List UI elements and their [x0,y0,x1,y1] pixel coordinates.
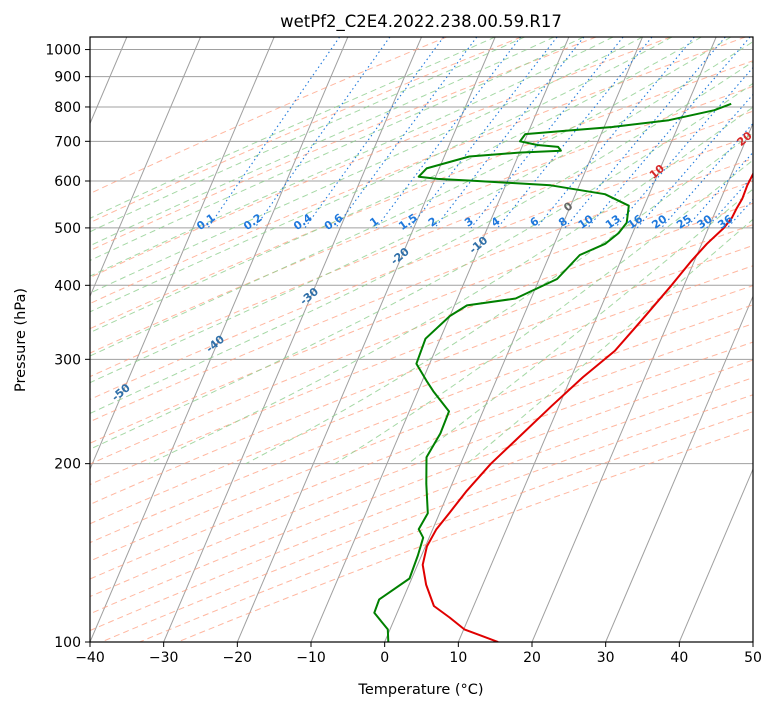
x-tick-label: 0 [380,650,389,666]
isotherm-line [90,37,201,298]
mixing-ratio-line [587,37,751,229]
isotherm-line [90,37,275,471]
moist-adiabat-line [407,188,753,465]
y-tick-label: 700 [54,134,81,150]
dry-adiabat-line [90,341,753,598]
x-tick-label: −40 [75,650,105,666]
profile-lines-layer [373,102,753,642]
dry-adiabat-line [90,37,746,305]
y-tick-label: 900 [54,70,81,86]
y-tick-label: 300 [54,352,81,368]
dry-adiabat-line [90,265,753,525]
dry-adiabat-line [90,134,753,401]
mixing-ratio-line [470,37,624,229]
mixing-ratio-line [434,37,585,229]
chart-title: wetPf2_C2E4.2022.238.00.59.R17 [280,12,562,32]
dry-adiabat-line [90,60,753,330]
y-tick-label: 600 [54,174,81,190]
dry-adiabat-line [90,359,753,615]
y-tick-label: 200 [54,457,81,473]
x-tick-label: 40 [670,650,688,666]
dry-adiabat-line [177,427,753,642]
moist-adiabat-line [90,37,673,313]
isotherm-line [236,37,496,642]
temperature-profile-line [421,171,753,642]
isotherm-line [457,37,717,642]
y-tick-label: 100 [54,635,81,651]
moist-adiabat-line [90,37,584,262]
dry-adiabat-line [139,411,753,642]
reference-lines-layer [90,37,753,642]
dry-adiabat-label: 20 [735,129,755,149]
dry-adiabat-line [90,85,753,354]
moist-adiabat-line [466,218,753,465]
x-tick-label: 20 [523,650,541,666]
dry-adiabat-line [90,285,753,544]
moist-adiabat-line [334,159,753,465]
plot-frame [89,36,754,643]
dry-adiabat-line [90,224,753,486]
mixing-ratio-line [207,37,341,229]
dry-adiabat-line [90,377,753,632]
x-tick-label: 10 [449,650,467,666]
mixing-ratio-line [636,93,753,229]
isotherm-line [384,37,643,642]
moist-adiabat-line [245,132,753,465]
x-tick-label: −20 [223,650,253,666]
x-axis-title: Temperature (°C) [357,682,483,698]
x-tick-label: 50 [744,650,762,666]
isotherm-line [163,37,422,642]
dry-adiabat-line [90,304,753,562]
isotherm-line [605,295,753,642]
isotherm-line [678,467,753,642]
moist-adiabat-line [90,41,753,384]
dry-adiabat-line [90,202,753,465]
y-tick-label: 800 [54,100,81,116]
dry-adiabat-line [90,180,753,444]
x-tick-label: 30 [597,650,615,666]
y-axis-title: Pressure (hPa) [13,288,29,392]
mixing-ratio-line [409,37,558,229]
moist-adiabat-line [90,37,732,357]
moist-adiabat-line [90,37,555,247]
moist-adiabat-line [90,37,525,233]
moist-adiabat-line [90,37,496,219]
moist-adiabat-line [90,82,753,450]
y-tick-label: 1000 [45,43,81,59]
dry-adiabat-line [90,323,753,580]
isotherm-line [90,37,349,642]
y-tick-label: 500 [54,221,81,237]
dry-adiabat-line [90,244,753,505]
mixing-ratio-line [254,37,391,229]
x-tick-label: −30 [149,650,179,666]
dry-adiabat-line [101,394,753,642]
dry-adiabat-line [90,158,753,423]
y-tick-label: 400 [54,278,81,294]
moist-adiabat-line [90,37,643,294]
mixing-ratio-line [375,37,522,229]
moist-adiabat-line [90,37,702,334]
moist-adiabat-line [90,37,614,277]
dry-adiabat-line [90,37,522,224]
dewpoint-profile-line [373,102,732,642]
dry-adiabat-line [90,37,597,252]
mixing-ratio-line [614,66,753,229]
x-tick-label: −10 [296,650,326,666]
axis-ticks: −40 −30 −20 −10 0 10 20 30 40 50 100 200 300 400 500 60… [45,43,762,666]
mixing-ratio-line [685,151,753,229]
dry-adiabat-line [90,110,753,378]
